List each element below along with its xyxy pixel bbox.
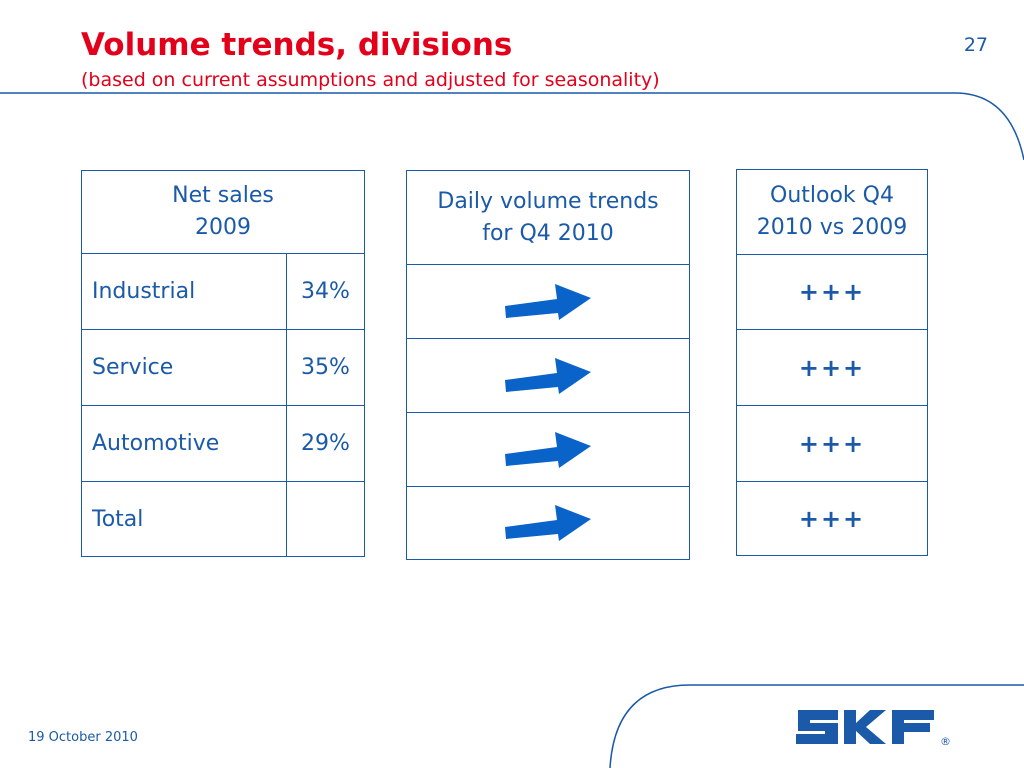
- net-sales-header-line2: 2009: [195, 215, 251, 240]
- right-arrow-icon: [505, 357, 591, 394]
- division-name: Service: [81, 329, 287, 406]
- division-share: [286, 481, 365, 557]
- table-row: +++: [736, 481, 928, 556]
- page-number: 27: [963, 34, 988, 56]
- table-row: [406, 264, 690, 339]
- net-sales-header: Net sales 2009: [81, 170, 365, 254]
- daily-trends-header-line2: for Q4 2010: [482, 220, 614, 246]
- right-arrow-icon: [505, 431, 591, 468]
- right-arrow-icon: [505, 505, 591, 541]
- net-sales-header-line1: Net sales: [172, 183, 274, 208]
- table-row: [406, 486, 690, 560]
- table-row: Industrial 34%: [81, 253, 365, 330]
- skf-logo: ®: [796, 710, 950, 748]
- table-row: [406, 412, 690, 487]
- division-name: Automotive: [81, 405, 287, 482]
- table-row: Automotive 29%: [81, 405, 365, 482]
- outlook-header-line2: 2010 vs 2009: [756, 215, 908, 240]
- outlook-value: +++: [736, 405, 928, 482]
- slide-title: Volume trends, divisions: [81, 27, 513, 63]
- division-share: 29%: [286, 405, 365, 482]
- slide-subtitle: (based on current assumptions and adjust…: [81, 69, 660, 91]
- table-row: Service 35%: [81, 329, 365, 406]
- table-row: +++: [736, 254, 928, 330]
- net-sales-table: Net sales 2009 Industrial 34% Service 35…: [81, 170, 365, 557]
- right-arrow-icon: [505, 283, 591, 320]
- outlook-header: Outlook Q4 2010 vs 2009: [736, 169, 928, 255]
- division-name: Industrial: [81, 253, 287, 330]
- footer-date: 19 October 2010: [28, 730, 138, 745]
- outlook-value: +++: [736, 254, 928, 330]
- division-name: Total: [81, 481, 287, 557]
- outlook-table: Outlook Q4 2010 vs 2009 +++ +++ +++ +++: [736, 169, 928, 556]
- daily-trends-header-line1: Daily volume trends: [437, 188, 659, 214]
- division-share: 34%: [286, 253, 365, 330]
- daily-trends-table: Daily volume trends for Q4 2010: [406, 170, 690, 560]
- table-row: Total: [81, 481, 365, 557]
- registered-mark-icon: ®: [940, 735, 950, 748]
- table-row: +++: [736, 329, 928, 406]
- outlook-value: +++: [736, 329, 928, 406]
- table-row: [406, 338, 690, 413]
- division-share: 35%: [286, 329, 365, 406]
- outlook-value: +++: [736, 481, 928, 556]
- outlook-header-line1: Outlook Q4: [770, 183, 894, 208]
- table-row: +++: [736, 405, 928, 482]
- daily-trends-header: Daily volume trends for Q4 2010: [406, 170, 690, 265]
